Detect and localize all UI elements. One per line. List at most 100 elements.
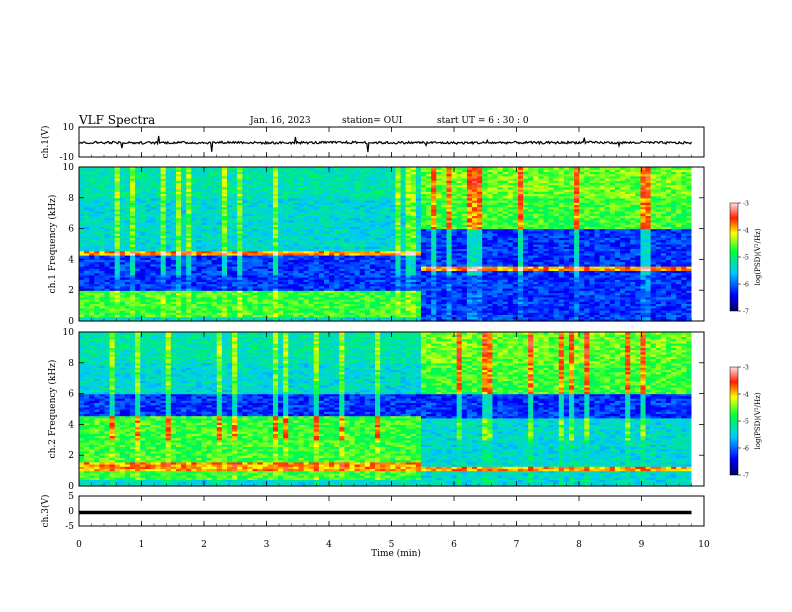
spectrogram-cell: [104, 222, 111, 225]
spectrogram-cell: [415, 206, 422, 210]
spectrogram-cell: [145, 301, 152, 304]
spectrogram-cell: [252, 169, 259, 172]
spectrogram-cell: [109, 230, 116, 234]
spectrogram-cell: [155, 208, 162, 212]
spectrogram-cell: [206, 215, 213, 219]
spectrogram-cell: [272, 228, 279, 232]
spectrogram-cell: [415, 217, 422, 221]
spectrogram-cell: [375, 318, 381, 322]
spectrogram-cell: [415, 204, 422, 208]
spectrogram-cell: [405, 283, 412, 287]
spectrogram-cell: [344, 206, 351, 210]
spectrogram-cell: [344, 211, 351, 214]
spectrogram-cell: [324, 288, 330, 291]
spectrogram-cell: [324, 318, 330, 322]
spectrogram-cell: [109, 261, 116, 265]
spectrogram-cell: [201, 211, 208, 214]
spectrogram-cell: [431, 241, 437, 245]
spectrogram-cell: [232, 228, 238, 232]
spectrogram-cell: [242, 178, 249, 181]
spectrogram-cell: [339, 235, 346, 238]
spectrogram-cell: [359, 202, 366, 205]
spectrogram-cell: [119, 204, 126, 208]
spectrogram-cell: [359, 314, 366, 318]
spectrogram-cell: [267, 281, 274, 285]
spectrogram-cell: [420, 167, 427, 170]
spectrogram-cell: [278, 215, 284, 219]
spectrogram-cell: [385, 237, 391, 241]
spectrogram-cell: [385, 263, 391, 267]
spectrogram-cell: [339, 288, 346, 291]
spectrogram-cell: [94, 299, 101, 302]
spectrogram-cell: [196, 272, 203, 276]
spectrogram-cell: [227, 246, 233, 249]
spectrogram-cell: [303, 279, 310, 282]
spectrogram-cell: [140, 239, 146, 243]
spectrogram-cell: [237, 204, 243, 208]
spectrogram-cell: [237, 184, 243, 188]
spectrogram-cell: [89, 283, 95, 287]
spectrogram-cell: [181, 285, 187, 289]
spectrogram-cell: [380, 285, 386, 289]
spectrogram-cell: [114, 246, 121, 249]
spectrogram-cell: [247, 290, 254, 293]
spectrogram-cell: [237, 180, 243, 183]
spectrogram-cell: [206, 169, 213, 172]
spectrogram-cell: [318, 235, 325, 238]
spectrogram-cell: [247, 305, 254, 309]
spectrogram-cell: [211, 204, 218, 208]
spectrogram-cell: [278, 279, 284, 282]
spectrogram-cell: [288, 213, 294, 216]
spectrogram-cell: [318, 217, 325, 221]
spectrogram-cell: [94, 204, 101, 208]
spectrogram-cell: [196, 228, 203, 232]
spectrogram-cell: [339, 299, 346, 302]
spectrogram-cell: [267, 222, 274, 225]
spectrogram-cell: [191, 173, 197, 177]
spectrogram-cell: [252, 292, 259, 296]
spectrogram-cell: [227, 283, 233, 287]
spectrogram-cell: [420, 197, 427, 201]
spectrogram-cell: [298, 299, 305, 302]
spectrogram-cell: [216, 182, 223, 186]
spectrogram-cell: [380, 259, 386, 263]
spectrogram-cell: [334, 290, 340, 293]
spectrogram-cell: [349, 197, 356, 201]
spectrogram-cell: [181, 312, 187, 315]
spectrogram-cell: [431, 296, 437, 300]
spectrogram-cell: [426, 281, 432, 285]
spectrogram-cell: [242, 246, 249, 249]
spectrogram-cell: [165, 266, 172, 269]
spectrogram-cell: [150, 268, 157, 271]
spectrogram-cell: [160, 310, 167, 313]
spectrogram-cell: [186, 241, 192, 245]
spectrogram-cell: [109, 211, 116, 214]
spectrogram-cell: [186, 202, 192, 205]
spectrogram-cell: [145, 274, 152, 278]
spectrogram-cell: [89, 248, 95, 252]
spectrogram-cell: [94, 193, 101, 197]
spectrogram-cell: [272, 180, 279, 183]
spectrogram-cell: [349, 193, 356, 197]
spectrogram-cell: [252, 226, 259, 230]
spectrogram-cell: [84, 197, 90, 201]
spectrogram-cell: [201, 219, 208, 223]
spectrogram-cell: [114, 186, 121, 190]
spectrogram-cell: [405, 180, 412, 183]
spectrogram-cell: [400, 259, 407, 263]
spectrogram-cell: [344, 257, 351, 260]
spectrogram-cell: [400, 318, 407, 322]
spectrogram-cell: [420, 246, 427, 249]
spectrogram-cell: [262, 312, 269, 315]
spectrogram-cell: [344, 167, 351, 170]
spectrogram-cell: [364, 235, 371, 238]
spectrogram-cell: [272, 296, 279, 300]
spectrogram-cell: [436, 250, 442, 254]
spectrogram-cell: [278, 213, 284, 216]
spectrogram-cell: [375, 301, 381, 304]
spectrogram-cell: [359, 301, 366, 304]
spectrogram-cell: [288, 261, 294, 265]
spectrogram-cell: [221, 266, 228, 269]
spectrogram-cell: [227, 270, 233, 274]
spectrogram-cell: [242, 217, 249, 221]
